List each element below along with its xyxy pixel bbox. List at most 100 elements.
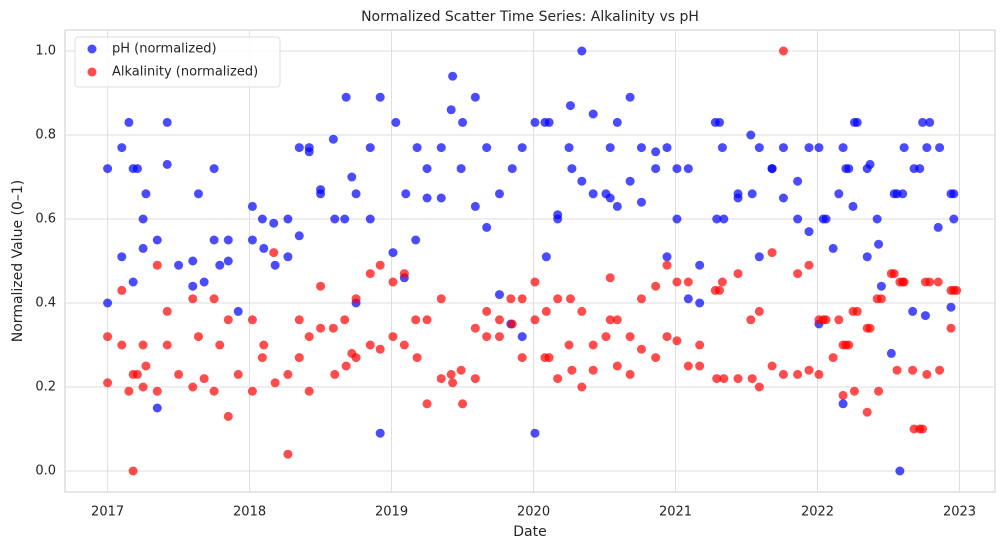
scatter-point	[717, 143, 727, 153]
scatter-point	[862, 407, 872, 417]
scatter-point	[838, 143, 848, 153]
scatter-point	[283, 369, 293, 379]
scatter-point	[316, 323, 326, 333]
scatter-point	[892, 365, 902, 375]
scatter-point	[517, 294, 527, 304]
scatter-point	[719, 214, 729, 224]
scatter-point	[328, 323, 338, 333]
x-tick-label: 2020	[517, 505, 550, 520]
scatter-point	[793, 214, 803, 224]
scatter-point	[754, 382, 764, 392]
x-axis-label: Date	[513, 524, 546, 540]
scatter-point	[625, 92, 635, 102]
scatter-point	[530, 117, 540, 127]
y-tick-label: 0.2	[35, 380, 56, 395]
scatter-point	[458, 399, 468, 409]
scatter-point	[935, 365, 945, 375]
scatter-point	[852, 306, 862, 316]
scatter-point	[588, 109, 598, 119]
scatter-point	[247, 235, 257, 245]
scatter-point	[482, 143, 492, 153]
scatter-point	[494, 290, 504, 300]
scatter-point	[103, 298, 113, 308]
scatter-point	[517, 332, 527, 342]
scatter-point	[215, 260, 225, 270]
scatter-point	[470, 201, 480, 211]
scatter-point	[612, 361, 622, 371]
scatter-point	[470, 323, 480, 333]
scatter-point	[544, 117, 554, 127]
scatter-point	[482, 222, 492, 232]
scatter-point	[874, 386, 884, 396]
scatter-point	[541, 252, 551, 262]
scatter-point	[103, 378, 113, 388]
scatter-point	[340, 214, 350, 224]
y-tick-label: 0.4	[35, 296, 56, 311]
scatter-point	[283, 449, 293, 459]
scatter-point	[683, 164, 693, 174]
scatter-point	[399, 340, 409, 350]
scatter-point	[625, 332, 635, 342]
scatter-point	[193, 189, 203, 199]
scatter-point	[564, 143, 574, 153]
x-tick-label: 2021	[659, 505, 692, 520]
scatter-point	[530, 315, 540, 325]
scatter-point	[793, 269, 803, 279]
scatter-point	[209, 386, 219, 396]
scatter-point	[804, 365, 814, 375]
scatter-point	[351, 189, 361, 199]
scatter-point	[844, 340, 854, 350]
scatter-point	[662, 260, 672, 270]
scatter-point	[862, 252, 872, 262]
scatter-point	[778, 193, 788, 203]
scatter-point	[188, 256, 198, 266]
scatter-point	[804, 143, 814, 153]
scatter-point	[949, 189, 959, 199]
scatter-point	[636, 143, 646, 153]
y-tick-label: 0.8	[35, 128, 56, 143]
scatter-point	[544, 353, 554, 363]
x-tick-label: 2019	[375, 505, 408, 520]
x-tick-label: 2018	[233, 505, 266, 520]
scatter-point	[247, 201, 257, 211]
scatter-point	[138, 243, 148, 253]
scatter-point	[494, 332, 504, 342]
scatter-point	[838, 390, 848, 400]
scatter-point	[636, 344, 646, 354]
scatter-point	[683, 294, 693, 304]
scatter-point	[865, 159, 875, 169]
scatter-point	[117, 285, 127, 295]
scatter-point	[138, 340, 148, 350]
scatter-point	[270, 378, 280, 388]
scatter-point	[605, 143, 615, 153]
scatter-point	[422, 315, 432, 325]
legend-label: Alkalinity (normalized)	[112, 65, 258, 80]
legend-label: pH (normalized)	[112, 42, 217, 57]
scatter-point	[530, 428, 540, 438]
scatter-point	[933, 277, 943, 287]
scatter-point	[733, 374, 743, 384]
scatter-point	[683, 361, 693, 371]
scatter-point	[174, 369, 184, 379]
scatter-point	[577, 382, 587, 392]
scatter-point	[193, 332, 203, 342]
scatter-point	[174, 260, 184, 270]
scatter-point	[152, 260, 162, 270]
scatter-point	[778, 369, 788, 379]
scatter-point	[388, 248, 398, 258]
scatter-point	[793, 176, 803, 186]
scatter-point	[448, 378, 458, 388]
scatter-point	[577, 306, 587, 316]
scatter-point	[412, 353, 422, 363]
scatter-point	[304, 147, 314, 157]
scatter-point	[223, 315, 233, 325]
scatter-point	[399, 269, 409, 279]
scatter-point	[304, 386, 314, 396]
scatter-point	[257, 214, 267, 224]
scatter-point	[340, 315, 350, 325]
scatter-point	[388, 332, 398, 342]
scatter-point	[898, 189, 908, 199]
scatter-point	[304, 332, 314, 342]
scatter-point	[715, 285, 725, 295]
scatter-point	[733, 269, 743, 279]
